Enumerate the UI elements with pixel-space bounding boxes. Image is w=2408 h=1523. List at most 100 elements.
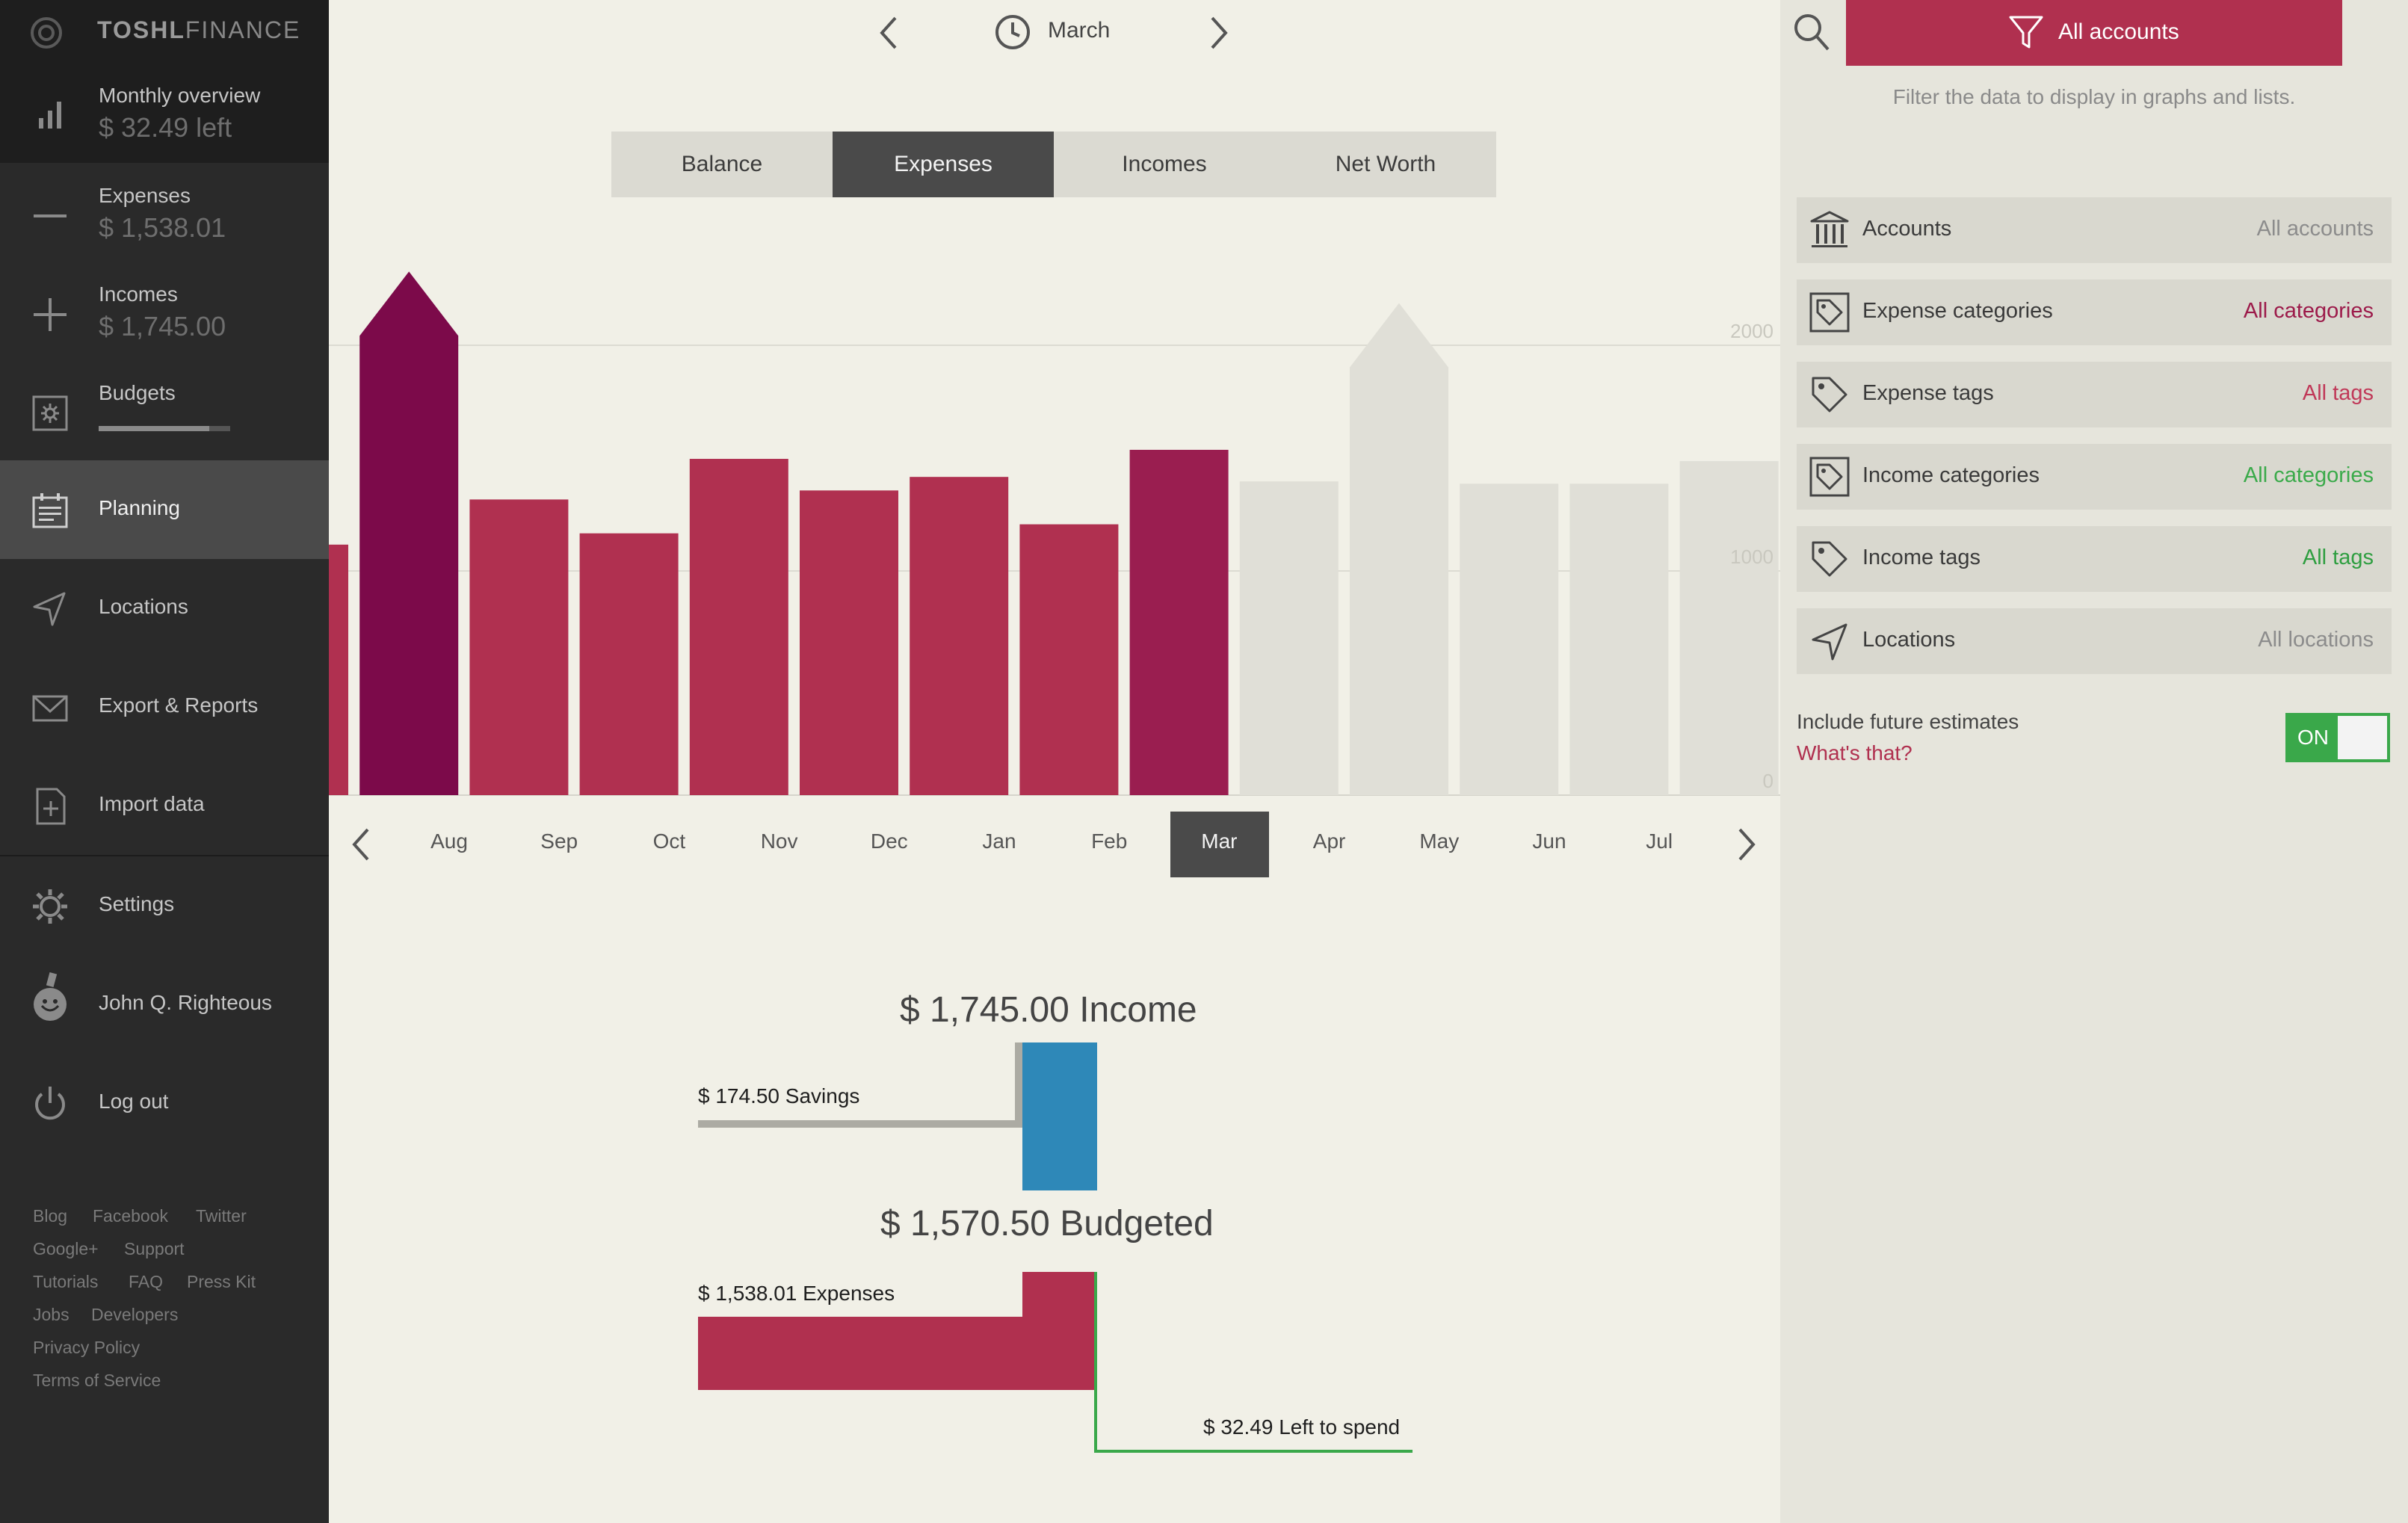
month-label-may[interactable]: May	[1419, 830, 1460, 853]
search-icon[interactable]	[1792, 12, 1831, 52]
next-months-chevron-icon[interactable]	[1732, 827, 1759, 862]
nav-import-label: Import data	[99, 792, 205, 815]
month-label-nov[interactable]: Nov	[760, 830, 798, 853]
tab-balance[interactable]: Balance	[611, 132, 833, 197]
footer-link-googleplus[interactable]: Google+	[33, 1239, 99, 1258]
prev-months-chevron-icon[interactable]	[348, 827, 375, 862]
footer-link-jobs[interactable]: Jobs	[33, 1305, 70, 1324]
filter-label-income-categories: Income categories	[1862, 463, 2040, 487]
filter-row-accounts[interactable]: Accounts All accounts	[1797, 197, 2392, 263]
footer-link-twitter[interactable]: Twitter	[196, 1206, 247, 1226]
nav-logout[interactable]: Log out	[0, 1054, 329, 1152]
footer-link-tutorials[interactable]: Tutorials	[33, 1272, 99, 1291]
chart-bar-aug-1[interactable]	[359, 271, 459, 795]
chart-bar-may-10[interactable]	[1350, 303, 1448, 795]
whats-that-link[interactable]: What's that?	[1797, 741, 1912, 764]
all-accounts-filter-button[interactable]: All accounts	[1846, 0, 2342, 66]
chart-bar-aug-13[interactable]	[1679, 461, 1779, 795]
filter-row-expense-tags[interactable]: Expense tags All tags	[1797, 362, 2392, 427]
footer-link-privacy[interactable]: Privacy Policy	[33, 1338, 141, 1357]
footer-link-facebook[interactable]: Facebook	[93, 1206, 169, 1226]
month-label-jun[interactable]: Jun	[1532, 830, 1566, 853]
tag-icon	[1812, 377, 1847, 413]
filter-funnel-icon	[2009, 16, 2043, 49]
month-label-jul[interactable]: Jul	[1646, 830, 1673, 853]
minus-icon	[34, 214, 67, 217]
all-accounts-label: All accounts	[2058, 19, 2179, 44]
nav-import-data[interactable]: Import data	[0, 756, 329, 855]
footer-link-terms[interactable]: Terms of Service	[33, 1371, 161, 1390]
future-estimates-toggle[interactable]: ON	[2285, 713, 2390, 762]
nav-budgets-title: Budgets	[99, 381, 176, 404]
filter-row-income-categories[interactable]: Income categories All categories	[1797, 444, 2392, 510]
income-total-label: $ 1,745.00 Income	[900, 990, 1197, 1030]
chart-bar-jul-0[interactable]	[329, 544, 348, 795]
y-tick-label-0: 0	[1763, 770, 1773, 792]
chart-bars	[329, 271, 1779, 795]
chart-bar-mar-8[interactable]	[1129, 449, 1229, 795]
location-arrow-icon	[33, 592, 66, 626]
footer-link-press-kit[interactable]: Press Kit	[187, 1272, 256, 1291]
nav-incomes-value: $ 1,745.00	[99, 311, 226, 342]
nav-user-profile[interactable]: John Q. Righteous	[0, 955, 329, 1054]
month-label-sep[interactable]: Sep	[540, 830, 578, 853]
toshl-logo-icon	[31, 17, 62, 49]
month-label-jan[interactable]: Jan	[982, 830, 1016, 853]
period-label[interactable]: March	[1048, 18, 1111, 43]
chart-bar-jun-11[interactable]	[1460, 484, 1559, 795]
location-arrow-icon	[1812, 623, 1847, 661]
calendar-icon	[32, 493, 68, 528]
month-label-dec[interactable]: Dec	[870, 830, 908, 853]
envelope-icon	[32, 695, 68, 722]
nav-expenses[interactable]: Expenses $ 1,538.01	[0, 166, 329, 265]
nav-monthly-overview[interactable]: Monthly overview $ 32.49 left	[0, 64, 329, 163]
gear-icon	[33, 889, 67, 924]
chart-bar-feb-7[interactable]	[1019, 524, 1119, 795]
savings-label: $ 174.50 Savings	[698, 1084, 860, 1108]
footer-link-support[interactable]: Support	[124, 1239, 185, 1258]
filter-row-locations[interactable]: Locations All locations	[1797, 608, 2392, 674]
expenses-bar-horizontal	[698, 1317, 1096, 1390]
nav-settings[interactable]: Settings	[0, 856, 329, 955]
month-label-feb[interactable]: Feb	[1091, 830, 1128, 853]
prev-period-chevron-icon[interactable]	[874, 15, 904, 51]
filter-row-expense-categories[interactable]: Expense categories All categories	[1797, 279, 2392, 345]
month-label-aug[interactable]: Aug	[430, 830, 468, 853]
nav-planning[interactable]: Planning	[0, 460, 329, 559]
chart-bar-dec-5[interactable]	[800, 490, 898, 795]
footer-link-faq[interactable]: FAQ	[129, 1272, 164, 1291]
tab-expenses[interactable]: Expenses	[833, 132, 1054, 197]
filter-label-locations: Locations	[1862, 628, 1956, 652]
bank-icon	[1810, 211, 1849, 247]
plus-icon	[34, 298, 67, 331]
tab-net-worth[interactable]: Net Worth	[1275, 132, 1496, 197]
footer-link-developers[interactable]: Developers	[91, 1305, 179, 1324]
chart-bar-jul-12[interactable]	[1569, 484, 1669, 795]
month-label-oct[interactable]: Oct	[652, 830, 686, 853]
nav-incomes[interactable]: Incomes $ 1,745.00	[0, 265, 329, 363]
chart-bar-oct-3[interactable]	[579, 533, 679, 795]
y-tick-label-2000: 2000	[1730, 320, 1773, 342]
nav-user-name: John Q. Righteous	[99, 991, 272, 1014]
chart-bar-sep-2[interactable]	[469, 499, 569, 795]
month-label-mar[interactable]: Mar	[1201, 830, 1238, 853]
filter-label-income-tags: Income tags	[1862, 546, 1981, 569]
nav-budgets[interactable]: Budgets	[0, 363, 329, 462]
footer-link-blog[interactable]: Blog	[33, 1206, 68, 1226]
sidebar-divider	[0, 855, 329, 856]
next-period-chevron-icon[interactable]	[1203, 15, 1233, 51]
month-label-apr[interactable]: Apr	[1312, 830, 1346, 853]
filter-label-expense-categories: Expense categories	[1862, 299, 2053, 323]
chart-bar-jan-6[interactable]	[910, 477, 1009, 795]
app-logo: TOSHLFINANCE	[97, 16, 301, 43]
filter-row-income-tags[interactable]: Income tags All tags	[1797, 526, 2392, 592]
tag-icon	[1812, 541, 1847, 577]
tab-incomes[interactable]: Incomes	[1054, 132, 1275, 197]
filter-hint: Filter the data to display in graphs and…	[1892, 85, 2296, 108]
nav-export-label: Export & Reports	[99, 693, 259, 717]
chart-bar-apr-9[interactable]	[1239, 481, 1339, 795]
nav-locations[interactable]: Locations	[0, 559, 329, 658]
nav-export-reports[interactable]: Export & Reports	[0, 658, 329, 756]
expenses-bar-vertical	[1022, 1272, 1096, 1317]
chart-bar-nov-4[interactable]	[689, 459, 788, 795]
